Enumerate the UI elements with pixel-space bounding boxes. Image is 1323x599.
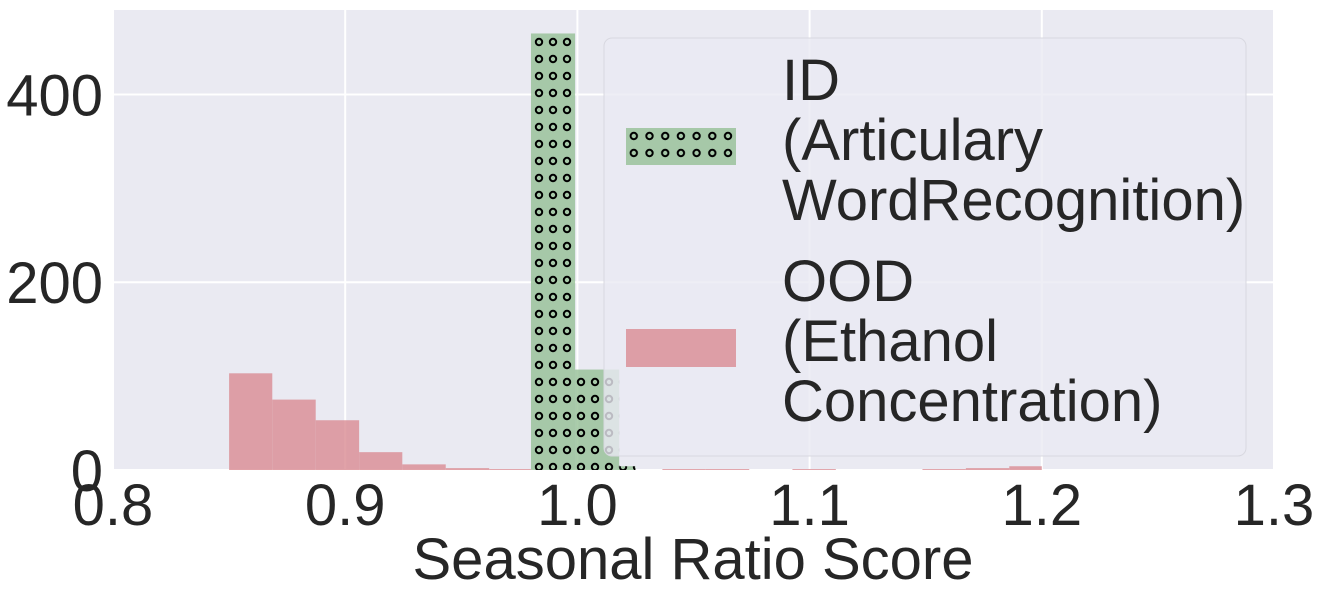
legend-box (603, 37, 1247, 457)
x-tick-label-1: 0.9 (305, 473, 386, 538)
legend-label-id: ID (Articulary WordRecognition) (782, 48, 1245, 233)
bar-series-0-bin-0 (530, 33, 576, 470)
bar-series-1-bin-12 (1009, 466, 1042, 470)
bar-series-1-bin-6 (489, 469, 531, 470)
legend-label-id-line2: (Articulary (782, 108, 1043, 173)
legend-label-ood: OOD (Ethanol Concentration) (782, 249, 1162, 434)
bar-series-1-bin-3 (359, 452, 403, 470)
bar-series-1-bin-1 (272, 399, 316, 470)
legend-label-ood-line3: Concentration) (782, 369, 1162, 434)
bar-series-1-bin-2 (315, 420, 360, 470)
bar-series-1-bin-8 (705, 469, 750, 470)
x-tick-label-0: 0.8 (73, 473, 154, 538)
bar-series-1-bin-0 (229, 373, 273, 470)
legend-label-ood-line1: OOD (782, 249, 914, 314)
legend-label-ood-line2: (Ethanol (782, 309, 998, 374)
y-tick-label-0: 0 (71, 439, 103, 504)
bar-series-1-bin-10 (922, 469, 966, 470)
legend-swatch-id (626, 128, 736, 165)
legend: ID (Articulary WordRecognition) OOD (Eth… (603, 37, 1247, 457)
legend-label-id-line1: ID (782, 48, 840, 113)
x-tick-labels: 0.8 0.9 1.0 1.1 1.2 1.3 (73, 473, 1315, 538)
y-tick-labels: 0 200 400 (6, 63, 103, 504)
bar-series-1-bin-4 (402, 464, 446, 470)
bar-series-1-bin-9 (792, 469, 836, 470)
y-tick-label-2: 400 (6, 63, 103, 128)
x-tick-label-5: 1.3 (1234, 473, 1315, 538)
bar-series-1-bin-11 (965, 468, 1010, 470)
x-tick-label-2: 1.0 (537, 473, 618, 538)
legend-swatch-ood (626, 329, 736, 367)
bar-series-1-bin-7 (662, 469, 706, 470)
bar-series-1-bin-5 (445, 468, 490, 470)
x-tick-label-4: 1.2 (1001, 473, 1082, 538)
x-axis-label: Seasonal Ratio Score (413, 527, 974, 592)
bar-series-0-bin-2 (619, 466, 636, 470)
x-tick-label-3: 1.1 (769, 473, 850, 538)
y-tick-label-1: 200 (6, 251, 103, 316)
legend-label-id-line3: WordRecognition) (782, 168, 1245, 233)
